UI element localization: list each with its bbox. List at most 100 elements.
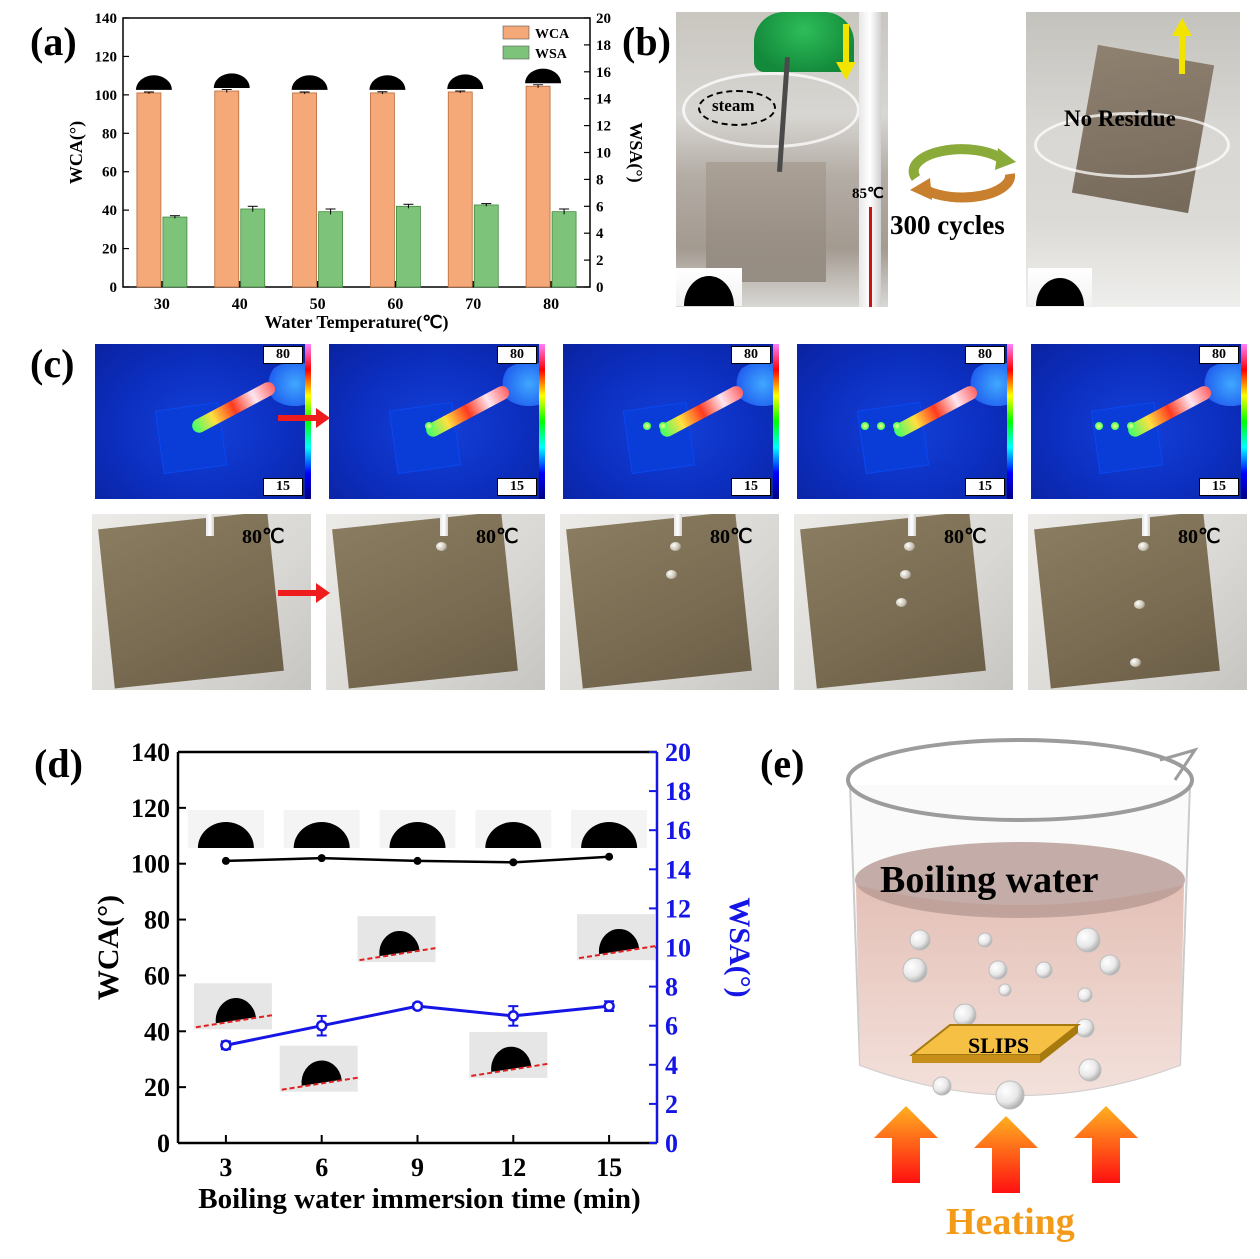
- thermal-hand: [733, 362, 779, 406]
- beaker-top: [846, 738, 1194, 822]
- ytick-label-right-d: 6: [665, 1012, 678, 1041]
- scale-min: 15: [965, 478, 1005, 496]
- panel-label-b: (b): [622, 19, 671, 64]
- xtick-label-d: 9: [411, 1153, 424, 1182]
- ytick-label-right-d: 4: [665, 1051, 678, 1080]
- color-scale: [539, 344, 545, 499]
- panel-label-a: (a): [30, 19, 77, 64]
- residue-label: No Residue: [1064, 106, 1176, 131]
- bubble: [909, 929, 931, 951]
- thermal-hot-spot: [1127, 422, 1135, 430]
- wca-drop-shape: [293, 822, 350, 848]
- drop-shape-a: [135, 75, 172, 90]
- thermal-hot-spot: [1111, 422, 1119, 430]
- color-scale: [1007, 344, 1013, 499]
- ytick-label-right-d: 12: [665, 894, 691, 923]
- ytick-label-left-a: 120: [95, 49, 118, 65]
- scale-max: 80: [497, 346, 537, 364]
- ytick-label-right-d: 10: [665, 934, 691, 963]
- photo-beaker-clean: No Residue: [1026, 12, 1240, 307]
- scale-max: 80: [263, 346, 303, 364]
- ytick-label-left-a: 20: [102, 242, 117, 258]
- tilt-line: [281, 1076, 358, 1091]
- bubble: [902, 957, 928, 983]
- xtick-label-d: 3: [219, 1153, 232, 1182]
- x-axis-title-a: Water Temperature(℃): [264, 312, 448, 333]
- ytick-label-right-a: 14: [596, 92, 612, 108]
- wsa-line: [225, 1004, 610, 1047]
- xtick-label-d: 15: [596, 1153, 622, 1182]
- xtick-label-a: 60: [387, 296, 403, 313]
- color-scale: [773, 344, 779, 499]
- ytick-label-left-d: 60: [144, 961, 170, 990]
- thermal-hot-spot: [643, 422, 651, 430]
- ytick-label-right-d: 16: [665, 816, 691, 845]
- bubble: [1075, 927, 1101, 953]
- beaker-rim-2: [1034, 112, 1230, 178]
- ytick-label-right-a: 0: [596, 280, 604, 296]
- bar-wsa: [473, 204, 499, 288]
- ytick-label-left-d: 40: [144, 1017, 170, 1046]
- dispensing-needle: [1142, 514, 1150, 536]
- bubble: [1099, 954, 1121, 976]
- scale-min: 15: [263, 478, 303, 496]
- xtick-label-a: 40: [232, 296, 248, 313]
- down-arrow: [843, 24, 849, 64]
- ytick-label-left-d: 120: [131, 794, 170, 823]
- y-axis-title-left-a: WCA(°): [66, 121, 87, 184]
- thermal-frame: 80 15: [329, 344, 545, 499]
- thermal-frame: 80 15: [797, 344, 1013, 499]
- drop-inset-b1: [676, 268, 742, 306]
- ytick-label-left-a: 0: [110, 280, 118, 296]
- scale-max: 80: [1199, 346, 1239, 364]
- beaker-illustration: [846, 738, 1199, 1110]
- bubble: [977, 932, 993, 948]
- scale-min: 15: [1199, 478, 1239, 496]
- ytick-label-right-a: 16: [596, 65, 612, 81]
- bubble: [1078, 1058, 1102, 1082]
- water-drop: [670, 542, 681, 551]
- liquid-surface: [855, 842, 1185, 918]
- thermal-hot-spot: [1095, 422, 1103, 430]
- surface-temp-label: 80℃: [944, 526, 987, 548]
- xtick-label-a: 30: [154, 296, 170, 313]
- bar-wca: [447, 91, 473, 288]
- dispensing-needle: [206, 514, 214, 536]
- ytick-label-left-d: 140: [131, 738, 170, 767]
- drop-shape-a: [213, 73, 250, 89]
- heating-label: Heating: [946, 1201, 1075, 1243]
- bar-wsa: [240, 208, 266, 288]
- y-axis-title-left-d: WCA(°): [92, 895, 125, 1000]
- thermal-hand: [1201, 362, 1247, 406]
- dispensing-needle: [440, 514, 448, 536]
- wsa-drop-shape: [215, 998, 256, 1024]
- thermal-hot-spot: [861, 422, 869, 430]
- bubble: [998, 983, 1012, 997]
- chart-d: 0 20 40 60 80 100 120 140 0 2 4 6 8 10 12 14 16 18 20 3 6 9 12…: [92, 738, 756, 1215]
- liquid-label: Boiling water: [880, 859, 1099, 901]
- surface-temp-label: 80℃: [1178, 526, 1221, 548]
- slips-plate: [909, 1024, 1081, 1063]
- heating-arrows: [874, 1106, 1138, 1193]
- thermal-hot-spot: [425, 422, 433, 430]
- wca-point: [413, 856, 422, 865]
- up-arrow: [1179, 34, 1185, 74]
- tilt-line: [471, 1062, 548, 1077]
- panel-label-c: (c): [30, 341, 75, 386]
- thermal-hot-spot: [893, 422, 901, 430]
- surface-frame: 80℃: [92, 514, 311, 690]
- wsa-point: [411, 1000, 424, 1012]
- heat-arrow-right: [1074, 1106, 1138, 1183]
- heat-arrow-left: [874, 1106, 938, 1183]
- down-arrow-head: [836, 62, 856, 80]
- ytick-label-right-d: 0: [665, 1129, 678, 1158]
- ytick-label-right-d: 20: [665, 738, 691, 767]
- wsa-drop-shape: [491, 1046, 532, 1072]
- scale-max: 80: [731, 346, 771, 364]
- ytick-label-right-a: 20: [596, 11, 611, 27]
- color-scale: [1241, 344, 1247, 499]
- thermal-frame: 80 15: [95, 344, 311, 499]
- ytick-label-left-a: 40: [102, 203, 117, 219]
- bubble: [932, 1076, 952, 1096]
- up-arrow-head: [1172, 18, 1192, 36]
